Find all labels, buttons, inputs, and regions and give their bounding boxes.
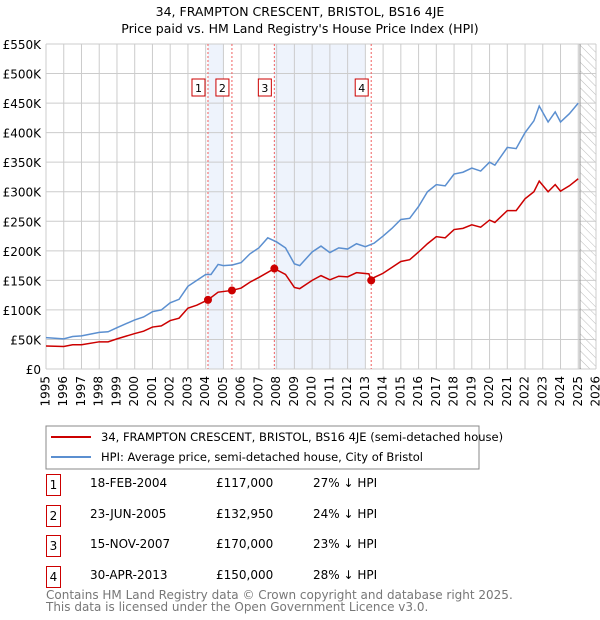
x-tick-label: 2014 xyxy=(376,376,390,407)
sale-hpi-diff: 28% ↓ HPI xyxy=(313,567,378,582)
chart-title: 34, FRAMPTON CRESCENT, BRISTOL, BS16 4JE xyxy=(156,4,445,19)
x-tick-label: 2008 xyxy=(269,376,283,407)
chart-subtitle: Price paid vs. HM Land Registry's House … xyxy=(121,21,478,36)
legend-label-hpi: HPI: Average price, semi-detached house,… xyxy=(101,450,423,464)
sale-price: £117,000 xyxy=(216,476,274,490)
sale-label-box xyxy=(354,78,369,97)
sale-row: 1 18-FEB-2004 £117,000 27% ↓ HPI xyxy=(0,474,600,496)
y-tick-label: £0 xyxy=(26,363,41,377)
x-tick-label: 2006 xyxy=(234,376,248,407)
x-tick-label: 2013 xyxy=(358,376,372,407)
y-tick-label: £400K xyxy=(3,127,43,141)
sale-row: 4 30-APR-2013 £150,000 28% ↓ HPI xyxy=(0,565,600,588)
sale-date: 23-JUN-2005 xyxy=(90,506,167,521)
sale-number: 4 xyxy=(46,565,61,588)
x-tick-label: 2002 xyxy=(163,376,177,407)
y-tick-label: £550K xyxy=(3,38,43,52)
legend-label-property: 34, FRAMPTON CRESCENT, BRISTOL, BS16 4JE… xyxy=(101,430,503,444)
x-tick-label: 2023 xyxy=(535,376,549,407)
y-tick-label: £500K xyxy=(3,68,43,82)
x-tick-label: 2025 xyxy=(571,376,585,407)
sale-label-number: 2 xyxy=(219,82,226,95)
y-tick-label: £150K xyxy=(3,274,43,288)
forecast-hatch xyxy=(580,44,596,369)
sale-hpi-diff: 23% ↓ HPI xyxy=(313,537,378,551)
sale-label-number: 3 xyxy=(261,82,268,95)
sale-row: 3 15-NOV-2007 £170,000 23% ↓ HPI xyxy=(0,535,600,557)
property-price-line xyxy=(45,178,579,348)
x-tick-label: 2003 xyxy=(180,376,194,407)
sale-number: 3 xyxy=(46,535,61,557)
y-tick-label: £100K xyxy=(3,304,43,318)
sale-point xyxy=(227,286,236,295)
sale-hpi-diff: 24% ↓ HPI xyxy=(313,506,378,521)
y-tick-label: £350K xyxy=(3,156,43,170)
x-tick-label: 2007 xyxy=(251,376,265,407)
x-tick-label: 2001 xyxy=(145,376,159,407)
x-tick-label: 1996 xyxy=(56,376,70,407)
x-tick-label: 2021 xyxy=(500,376,514,407)
sale-label-number: 1 xyxy=(195,82,202,95)
x-tick-label: 1997 xyxy=(74,376,88,407)
x-tick-label: 2026 xyxy=(589,376,600,407)
x-tick-label: 1998 xyxy=(92,376,106,407)
x-tick-label: 2016 xyxy=(411,376,425,407)
shaded-period xyxy=(274,44,366,369)
sale-date: 30-APR-2013 xyxy=(90,567,168,582)
sale-label-box xyxy=(257,78,272,97)
x-tick-label: 2022 xyxy=(518,376,532,407)
sale-price: £170,000 xyxy=(216,537,274,551)
x-tick-label: 1995 xyxy=(39,376,53,407)
y-tick-label: £50K xyxy=(10,333,42,347)
sale-date: 15-NOV-2007 xyxy=(90,537,171,551)
y-tick-label: £300K xyxy=(3,186,43,200)
hpi-line xyxy=(45,102,579,340)
sale-point xyxy=(270,264,279,273)
x-tick-label: 2015 xyxy=(393,376,407,407)
x-tick-label: 2017 xyxy=(429,376,443,407)
footer-copyright: Contains HM Land Registry data © Crown c… xyxy=(46,588,513,602)
shaded-period xyxy=(207,44,224,369)
sale-number: 1 xyxy=(46,474,61,496)
x-tick-label: 2018 xyxy=(447,376,461,407)
sale-price: £132,950 xyxy=(216,506,274,521)
y-tick-label: £250K xyxy=(3,215,43,229)
legend-box xyxy=(45,425,480,470)
sale-point xyxy=(367,276,376,285)
sale-date: 18-FEB-2004 xyxy=(90,476,168,490)
sale-label-number: 4 xyxy=(358,82,365,95)
y-tick-label: £450K xyxy=(3,97,43,111)
sale-row: 2 23-JUN-2005 £132,950 24% ↓ HPI xyxy=(0,504,600,527)
x-tick-label: 2012 xyxy=(340,376,354,407)
x-tick-label: 2019 xyxy=(464,376,478,407)
x-tick-label: 1999 xyxy=(109,376,123,407)
x-tick-label: 2010 xyxy=(305,376,319,407)
price-chart: 34, FRAMPTON CRESCENT, BRISTOL, BS16 4JE… xyxy=(3,4,600,470)
sale-point xyxy=(203,295,212,304)
sale-label-box xyxy=(191,78,206,97)
y-tick-label: £200K xyxy=(3,245,43,259)
footer-licence: This data is licensed under the Open Gov… xyxy=(46,600,429,614)
x-tick-label: 2000 xyxy=(127,376,141,407)
x-tick-label: 2020 xyxy=(482,376,496,407)
sale-number: 2 xyxy=(46,504,61,527)
x-tick-label: 2009 xyxy=(287,376,301,407)
x-tick-label: 2004 xyxy=(198,376,212,407)
x-tick-label: 2005 xyxy=(216,376,230,407)
sale-price: £150,000 xyxy=(216,567,274,582)
x-tick-label: 2024 xyxy=(553,376,567,407)
x-tick-label: 2011 xyxy=(322,376,336,407)
sale-hpi-diff: 27% ↓ HPI xyxy=(313,476,378,490)
sale-label-box xyxy=(215,78,230,97)
